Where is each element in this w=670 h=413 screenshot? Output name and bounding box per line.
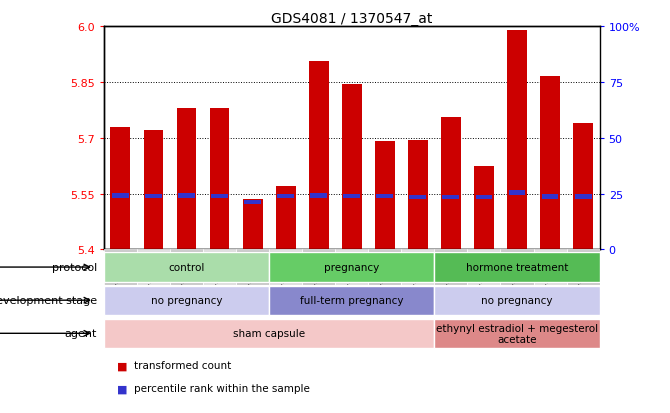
Text: GSM796393: GSM796393 [149, 253, 158, 307]
Bar [500, 250, 533, 304]
Text: GSM796401: GSM796401 [413, 253, 422, 307]
Bar [104, 253, 269, 282]
Bar [567, 250, 600, 304]
Text: GSM796398: GSM796398 [314, 253, 323, 307]
Text: percentile rank within the sample: percentile rank within the sample [134, 383, 310, 393]
Bar [177, 109, 196, 250]
Bar [104, 250, 137, 304]
Text: ■: ■ [117, 383, 128, 393]
Text: full-term pregnancy: full-term pregnancy [300, 295, 403, 306]
Bar [243, 200, 263, 250]
Text: pregnancy: pregnancy [324, 262, 379, 273]
Text: GSM796405: GSM796405 [545, 253, 555, 307]
Text: ethynyl estradiol + megesterol
acetate: ethynyl estradiol + megesterol acetate [436, 323, 598, 344]
Text: GSM796400: GSM796400 [381, 253, 389, 307]
Bar [104, 319, 434, 348]
Bar [310, 194, 327, 198]
Bar [112, 194, 129, 198]
Text: GSM796403: GSM796403 [480, 253, 488, 307]
Text: GSM796404: GSM796404 [513, 253, 521, 307]
Bar [408, 140, 427, 250]
Bar [269, 250, 302, 304]
Bar [210, 109, 229, 250]
Text: development stage: development stage [0, 295, 97, 306]
Bar [468, 250, 500, 304]
Bar [369, 250, 401, 304]
Text: control: control [168, 262, 204, 273]
Bar [145, 195, 162, 199]
Bar [375, 142, 395, 250]
Bar [434, 253, 600, 282]
Bar [434, 319, 600, 348]
Text: no pregnancy: no pregnancy [151, 295, 222, 306]
Text: ■: ■ [117, 361, 128, 370]
Bar [541, 195, 559, 199]
Bar [276, 187, 295, 250]
Bar [104, 286, 269, 315]
Bar [441, 118, 461, 250]
Bar [211, 195, 228, 199]
Bar [111, 127, 130, 250]
Bar [309, 62, 328, 250]
Bar [540, 77, 560, 250]
Text: sham capsule: sham capsule [233, 328, 305, 339]
Bar [137, 250, 170, 304]
Bar [434, 286, 600, 315]
Bar [574, 123, 593, 250]
Bar [509, 191, 525, 195]
Bar [377, 195, 393, 199]
Text: no pregnancy: no pregnancy [481, 295, 553, 306]
Text: GSM796395: GSM796395 [215, 253, 224, 307]
Bar [269, 286, 434, 315]
Bar [269, 253, 434, 282]
Text: GSM796399: GSM796399 [347, 253, 356, 307]
Bar [178, 194, 195, 198]
Bar [442, 195, 460, 199]
Bar [343, 195, 360, 199]
Bar [335, 250, 368, 304]
Text: GSM796394: GSM796394 [182, 253, 191, 307]
Bar [476, 195, 492, 199]
Bar [533, 250, 567, 304]
Bar [434, 250, 468, 304]
Text: GSM796397: GSM796397 [281, 253, 290, 307]
Text: protocol: protocol [52, 262, 97, 273]
Text: GSM796396: GSM796396 [248, 253, 257, 307]
Bar [409, 195, 426, 199]
Bar [342, 85, 362, 250]
Bar [507, 31, 527, 250]
Text: transformed count: transformed count [134, 361, 231, 370]
Text: GSM796392: GSM796392 [116, 253, 125, 307]
Bar [170, 250, 203, 304]
Bar [474, 166, 494, 250]
Bar [143, 131, 163, 250]
Bar [277, 194, 294, 199]
Text: GSM796406: GSM796406 [579, 253, 588, 307]
Bar [575, 195, 592, 199]
Text: GSM796402: GSM796402 [446, 253, 456, 307]
Title: GDS4081 / 1370547_at: GDS4081 / 1370547_at [271, 12, 432, 26]
Text: agent: agent [65, 328, 97, 339]
Bar [244, 200, 261, 205]
Bar [302, 250, 335, 304]
Bar [401, 250, 434, 304]
Bar [203, 250, 236, 304]
Bar [236, 250, 269, 304]
Text: hormone treatment: hormone treatment [466, 262, 568, 273]
